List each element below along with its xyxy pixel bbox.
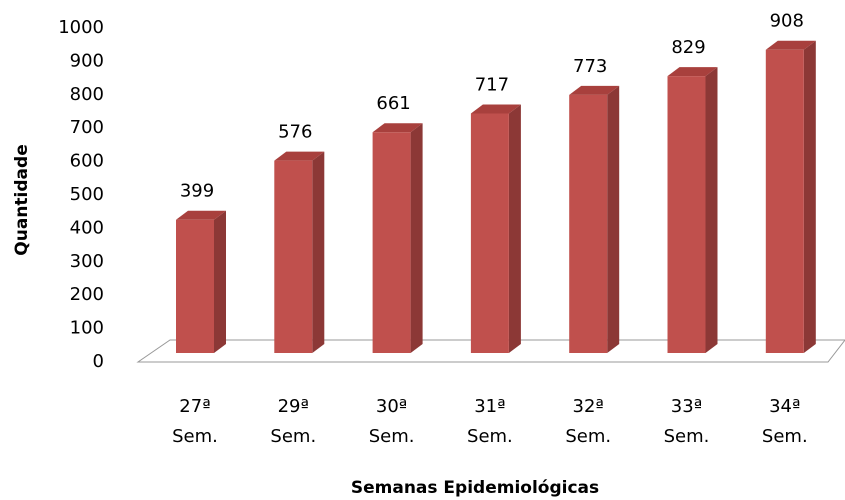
data-label: 717 [475, 75, 509, 96]
x-tick-label: 30ª Sem. [369, 396, 415, 447]
bar-top [176, 210, 226, 220]
bar-top [667, 67, 718, 77]
bar-side [312, 151, 325, 353]
x-axis-title: Semanas Epidemiológicas [351, 478, 599, 498]
bar-top [274, 151, 325, 161]
x-tick-label: 34ª Sem. [762, 396, 808, 447]
y-tick-label: 600 [70, 151, 104, 172]
bar-front [569, 94, 608, 354]
y-tick-label: 300 [70, 251, 104, 272]
y-tick-label: 500 [70, 184, 104, 205]
y-tick-label: 1000 [58, 17, 104, 38]
x-tick-label: 31ª Sem. [467, 396, 513, 447]
data-label: 829 [671, 37, 705, 58]
bar-top [372, 123, 423, 133]
y-tick-label: 400 [70, 217, 104, 238]
bar-front [176, 219, 214, 353]
bar-front [667, 76, 706, 353]
data-label: 399 [180, 181, 214, 202]
y-axis-title: Quantidade [12, 144, 32, 255]
bar-front [765, 49, 804, 354]
bar [569, 85, 620, 354]
bar-front [470, 113, 509, 353]
y-tick-label: 200 [70, 284, 104, 305]
y-tick-label: 100 [70, 318, 104, 339]
bar [274, 151, 325, 353]
bar-top [470, 104, 521, 114]
bar [372, 123, 423, 353]
y-tick-label: 0 [93, 351, 104, 372]
bar-side [410, 123, 423, 353]
x-tick-label: 33ª Sem. [664, 396, 710, 447]
bar-side [214, 210, 226, 353]
bar-top [765, 40, 816, 50]
bar [470, 104, 521, 353]
bar-side [803, 40, 816, 354]
bar-front [372, 132, 411, 353]
x-tick-label: 27ª Sem. [172, 396, 218, 447]
x-tick-label: 29ª Sem. [270, 396, 316, 447]
bar-side [508, 104, 521, 353]
y-tick-label: 800 [70, 84, 104, 105]
bar-side [705, 67, 718, 353]
data-label: 576 [278, 122, 312, 143]
bar [765, 40, 816, 354]
bar [667, 67, 718, 353]
bar-front [274, 160, 313, 353]
x-tick-label: 32ª Sem. [565, 396, 611, 447]
bar-top [569, 85, 620, 95]
bar [176, 210, 226, 353]
y-tick-label: 900 [70, 50, 104, 71]
bar-side [607, 85, 620, 354]
data-label: 661 [376, 93, 410, 114]
data-label: 908 [770, 11, 804, 32]
y-tick-label: 700 [70, 117, 104, 138]
data-label: 773 [573, 56, 607, 77]
